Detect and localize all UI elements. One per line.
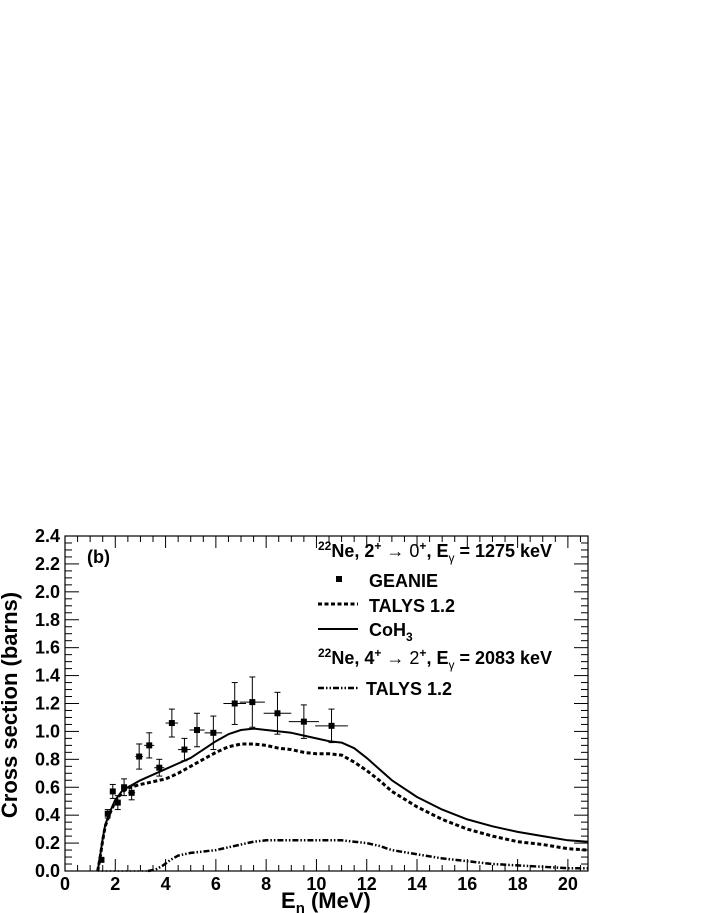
header2-comma: , E bbox=[426, 648, 448, 668]
header1-energy: = 1275 keV bbox=[454, 541, 552, 561]
axis-ticks bbox=[64, 535, 588, 872]
header2-spin1: + bbox=[374, 646, 381, 660]
geanie-point bbox=[121, 784, 128, 791]
x-tick-label: 18 bbox=[508, 874, 528, 894]
xlabel-main: E bbox=[281, 888, 296, 913]
header1-nucleus: Ne, 2 bbox=[331, 541, 374, 561]
legend-header-2: 22Ne, 4+ → 2+, Eγ = 2083 keV bbox=[318, 646, 552, 672]
y-axis-title: Cross section (barns) bbox=[0, 592, 22, 818]
legend-talys-dashdot-label: TALYS 1.2 bbox=[366, 679, 452, 699]
header2-mass: 22 bbox=[318, 646, 332, 660]
geanie-point bbox=[168, 720, 175, 727]
curves bbox=[96, 727, 589, 873]
geanie-point bbox=[128, 789, 135, 796]
y-tick-label: 1.4 bbox=[35, 666, 60, 686]
geanie-point bbox=[210, 729, 217, 736]
talys-4plus-curve bbox=[147, 839, 588, 873]
header1-spin1: + bbox=[374, 539, 381, 553]
y-tick-label: 2.2 bbox=[35, 554, 60, 574]
header2-spin2: + bbox=[419, 646, 426, 660]
talys-2plus-curve bbox=[96, 742, 589, 872]
y-tick-label: 0.4 bbox=[35, 805, 60, 825]
x-tick-label: 0 bbox=[60, 874, 70, 894]
legend-header-1: 22Ne, 2+ → 0+, Eγ = 1275 keV bbox=[318, 539, 552, 565]
x-tick-label: 8 bbox=[261, 874, 271, 894]
geanie-point bbox=[136, 753, 143, 760]
plot-frame bbox=[64, 535, 589, 872]
x-tick-label: 10 bbox=[306, 874, 326, 894]
geanie-points bbox=[98, 676, 348, 863]
geanie-point bbox=[181, 746, 188, 753]
panel-label: (b) bbox=[87, 547, 110, 567]
x-tick-label: 2 bbox=[110, 874, 120, 894]
geanie-point bbox=[300, 718, 307, 725]
header1-spin2: + bbox=[419, 539, 426, 553]
geanie-point bbox=[231, 700, 238, 707]
header2-gamma: γ bbox=[448, 658, 454, 672]
header1-comma: , E bbox=[426, 541, 448, 561]
geanie-point bbox=[146, 742, 153, 749]
x-tick-label: 12 bbox=[357, 874, 377, 894]
y-tick-label: 0.0 bbox=[35, 861, 60, 881]
y-tick-label: 0.6 bbox=[35, 777, 60, 797]
y-tick-label: 1.6 bbox=[35, 638, 60, 658]
header1-arrow: → 0 bbox=[381, 541, 419, 561]
xlabel-rest: (MeV) bbox=[305, 888, 371, 913]
header2-nucleus: Ne, 4 bbox=[331, 648, 374, 668]
x-tick-label: 4 bbox=[161, 874, 171, 894]
x-tick-label: 20 bbox=[558, 874, 578, 894]
coh-sub: 3 bbox=[406, 630, 413, 644]
geanie-point bbox=[98, 856, 105, 863]
y-tick-label: 0.2 bbox=[35, 833, 60, 853]
tick-labels: 0 2 4 6 8 10 12 14 16 18 20 0.0 0.2 0.4 0.6 0.8 1.0 1.2 1.… bbox=[35, 526, 578, 894]
y-tick-label: 1.8 bbox=[35, 610, 60, 630]
x-tick-label: 16 bbox=[457, 874, 477, 894]
x-axis-title: En (MeV) bbox=[281, 888, 371, 913]
header1-mass: 22 bbox=[318, 539, 332, 553]
geanie-point bbox=[109, 788, 116, 795]
y-tick-label: 2.4 bbox=[35, 526, 60, 546]
geanie-point bbox=[114, 799, 121, 806]
coh3-curve bbox=[96, 727, 589, 872]
geanie-point bbox=[249, 699, 256, 706]
y-tick-label: 2.0 bbox=[35, 582, 60, 602]
header2-energy: = 2083 keV bbox=[454, 648, 552, 668]
geanie-point bbox=[156, 764, 163, 771]
y-tick-label: 0.8 bbox=[35, 749, 60, 769]
geanie-point bbox=[328, 722, 335, 729]
geanie-point bbox=[194, 727, 201, 734]
y-tick-label: 1.0 bbox=[35, 721, 60, 741]
x-tick-label: 14 bbox=[407, 874, 427, 894]
geanie-point bbox=[274, 710, 281, 717]
plot-frame-rect bbox=[64, 535, 589, 872]
legend-talys-dashed-label: TALYS 1.2 bbox=[369, 596, 455, 616]
legend-geanie-marker bbox=[336, 576, 342, 582]
geanie-point bbox=[104, 810, 111, 817]
header1-gamma: γ bbox=[448, 551, 454, 565]
legend-geanie-label: GEANIE bbox=[369, 571, 438, 591]
legend-coh-label: CoH3 bbox=[369, 620, 413, 644]
header2-arrow: → 2 bbox=[381, 648, 419, 668]
coh-main: CoH bbox=[369, 620, 406, 640]
y-tick-label: 1.2 bbox=[35, 694, 60, 714]
x-tick-label: 6 bbox=[211, 874, 221, 894]
xlabel-sub: n bbox=[296, 900, 305, 913]
legend: 22Ne, 2+ → 0+, Eγ = 1275 keV GEANIE TALY… bbox=[318, 539, 552, 699]
